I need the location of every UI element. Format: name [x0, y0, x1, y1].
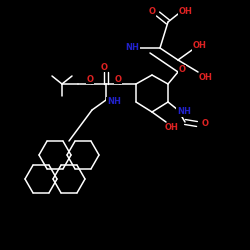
- Text: NH: NH: [125, 44, 139, 52]
- Text: OH: OH: [199, 74, 213, 82]
- Text: O: O: [86, 74, 94, 84]
- Text: OH: OH: [179, 8, 193, 16]
- Text: O: O: [148, 8, 156, 16]
- Text: OH: OH: [165, 124, 179, 132]
- Text: O: O: [202, 120, 208, 128]
- Text: O: O: [114, 74, 121, 84]
- Text: OH: OH: [193, 42, 207, 50]
- Text: NH: NH: [177, 108, 191, 116]
- Text: O: O: [178, 66, 186, 74]
- Text: NH: NH: [107, 98, 121, 106]
- Text: O: O: [86, 74, 94, 84]
- Text: O: O: [100, 62, 107, 72]
